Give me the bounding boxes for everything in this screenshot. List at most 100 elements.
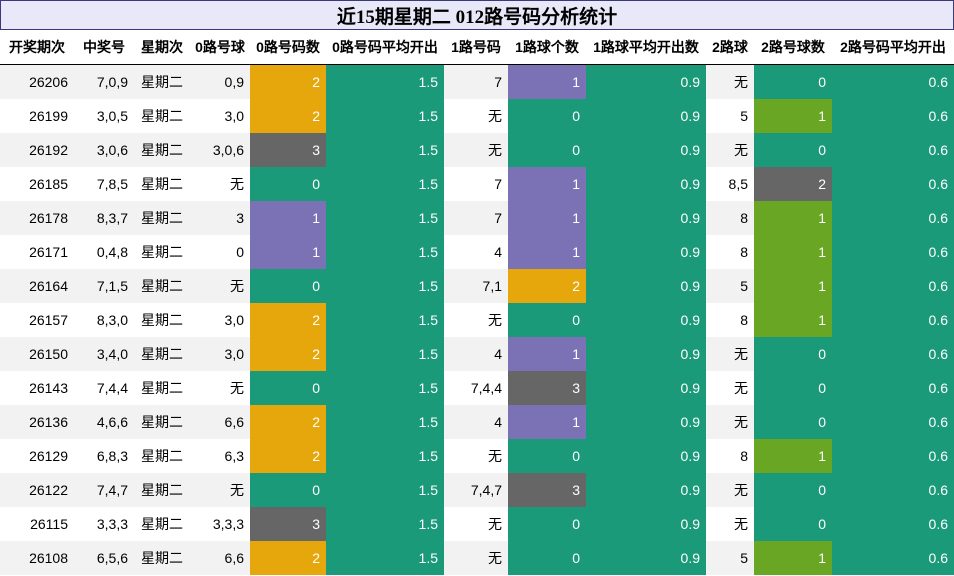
cell-route2-balls: 无	[706, 337, 754, 371]
cell-route2-balls: 无	[706, 405, 754, 439]
cell-winning-number: 6,5,6	[74, 541, 134, 575]
cell-route1-balls: 无	[444, 303, 508, 337]
cell-route0-count: 0	[250, 371, 326, 405]
cell-route0-balls: 无	[190, 371, 250, 405]
cell-winning-number: 0,4,8	[74, 235, 134, 269]
cell-route2-balls: 8	[706, 201, 754, 235]
cell-period: 26206	[0, 64, 74, 99]
table-row: 26150 3,4,0 星期二 3,0 2 1.5 4 1 0.9 无 0 0.6	[0, 337, 954, 371]
cell-route1-count: 3	[508, 371, 586, 405]
cell-route1-average: 0.9	[586, 235, 706, 269]
cell-route0-balls: 3,0	[190, 337, 250, 371]
cell-route0-count: 1	[250, 235, 326, 269]
header-winning-number: 中奖号	[74, 30, 134, 65]
cell-route2-average: 0.6	[832, 133, 954, 167]
cell-weekday: 星期二	[134, 64, 190, 99]
cell-route2-count: 1	[754, 439, 832, 473]
cell-route2-count: 2	[754, 167, 832, 201]
cell-period: 26129	[0, 439, 74, 473]
cell-route0-balls: 3,3,3	[190, 507, 250, 541]
table-row: 26171 0,4,8 星期二 0 1 1.5 4 1 0.9 8 1 0.6	[0, 235, 954, 269]
cell-route2-count: 0	[754, 64, 832, 99]
cell-route2-count: 0	[754, 337, 832, 371]
cell-route0-balls: 无	[190, 269, 250, 303]
cell-route0-balls: 0,9	[190, 64, 250, 99]
table-row: 26192 3,0,6 星期二 3,0,6 3 1.5 无 0 0.9 无 0 0.6	[0, 133, 954, 167]
cell-route0-balls: 无	[190, 473, 250, 507]
header-route0-balls: 0路号球	[190, 30, 250, 65]
cell-route1-balls: 7	[444, 201, 508, 235]
cell-route1-count: 1	[508, 64, 586, 99]
cell-route1-average: 0.9	[586, 371, 706, 405]
cell-route0-count: 2	[250, 99, 326, 133]
cell-route0-count: 2	[250, 64, 326, 99]
cell-route1-average: 0.9	[586, 167, 706, 201]
cell-route1-balls: 无	[444, 99, 508, 133]
table-row: 26185 7,8,5 星期二无 0 1.5 7 1 0.9 8,5 2 0.6	[0, 167, 954, 201]
cell-route0-balls: 6,6	[190, 541, 250, 575]
cell-route1-balls: 7	[444, 167, 508, 201]
page-title: 近15期星期二 012路号码分析统计	[0, 0, 954, 30]
cell-period: 26136	[0, 405, 74, 439]
cell-winning-number: 3,0,5	[74, 99, 134, 133]
cell-route1-balls: 无	[444, 541, 508, 575]
cell-route2-balls: 无	[706, 473, 754, 507]
cell-route2-average: 0.6	[832, 303, 954, 337]
cell-weekday: 星期二	[134, 99, 190, 133]
cell-route2-average: 0.6	[832, 64, 954, 99]
cell-route2-average: 0.6	[832, 439, 954, 473]
table-row: 26122 7,4,7 星期二无 0 1.5 7,4,7 3 0.9 无 0 0.6	[0, 473, 954, 507]
cell-winning-number: 6,8,3	[74, 439, 134, 473]
cell-route2-average: 0.6	[832, 99, 954, 133]
cell-route2-balls: 5	[706, 269, 754, 303]
cell-route0-average: 1.5	[326, 337, 444, 371]
cell-weekday: 星期二	[134, 405, 190, 439]
cell-route0-average: 1.5	[326, 439, 444, 473]
cell-route0-balls: 6,3	[190, 439, 250, 473]
cell-route0-average: 1.5	[326, 167, 444, 201]
cell-route1-count: 0	[508, 439, 586, 473]
cell-route2-balls: 无	[706, 371, 754, 405]
cell-period: 26171	[0, 235, 74, 269]
cell-route0-average: 1.5	[326, 507, 444, 541]
header-period: 开奖期次	[0, 30, 74, 65]
cell-route0-count: 2	[250, 439, 326, 473]
cell-route0-average: 1.5	[326, 405, 444, 439]
cell-route1-count: 0	[508, 541, 586, 575]
cell-route1-average: 0.9	[586, 269, 706, 303]
cell-route2-average: 0.6	[832, 269, 954, 303]
cell-route2-balls: 8	[706, 303, 754, 337]
cell-route0-count: 3	[250, 507, 326, 541]
cell-route1-balls: 7,1	[444, 269, 508, 303]
cell-route1-balls: 7	[444, 64, 508, 99]
cell-winning-number: 8,3,7	[74, 201, 134, 235]
cell-route2-balls: 无	[706, 507, 754, 541]
cell-route0-balls: 无	[190, 167, 250, 201]
cell-weekday: 星期二	[134, 371, 190, 405]
cell-period: 26185	[0, 167, 74, 201]
cell-route2-count: 1	[754, 99, 832, 133]
cell-route1-balls: 7,4,7	[444, 473, 508, 507]
cell-route0-average: 1.5	[326, 303, 444, 337]
cell-route1-count: 1	[508, 405, 586, 439]
cell-route0-average: 1.5	[326, 133, 444, 167]
cell-route1-count: 1	[508, 201, 586, 235]
cell-weekday: 星期二	[134, 473, 190, 507]
cell-route2-balls: 无	[706, 64, 754, 99]
cell-winning-number: 7,8,5	[74, 167, 134, 201]
cell-route1-average: 0.9	[586, 133, 706, 167]
cell-route1-count: 0	[508, 303, 586, 337]
cell-winning-number: 3,4,0	[74, 337, 134, 371]
cell-period: 26199	[0, 99, 74, 133]
cell-route0-balls: 3,0,6	[190, 133, 250, 167]
cell-route1-average: 0.9	[586, 439, 706, 473]
table-row: 26136 4,6,6 星期二 6,6 2 1.5 4 1 0.9 无 0 0.6	[0, 405, 954, 439]
cell-route0-average: 1.5	[326, 201, 444, 235]
table-row: 26178 8,3,7 星期二 3 1 1.5 7 1 0.9 8 1 0.6	[0, 201, 954, 235]
cell-period: 26150	[0, 337, 74, 371]
cell-weekday: 星期二	[134, 269, 190, 303]
cell-route1-count: 2	[508, 269, 586, 303]
cell-route2-average: 0.6	[832, 473, 954, 507]
cell-route0-count: 0	[250, 473, 326, 507]
header-route1-count: 1路球个数	[508, 30, 586, 65]
